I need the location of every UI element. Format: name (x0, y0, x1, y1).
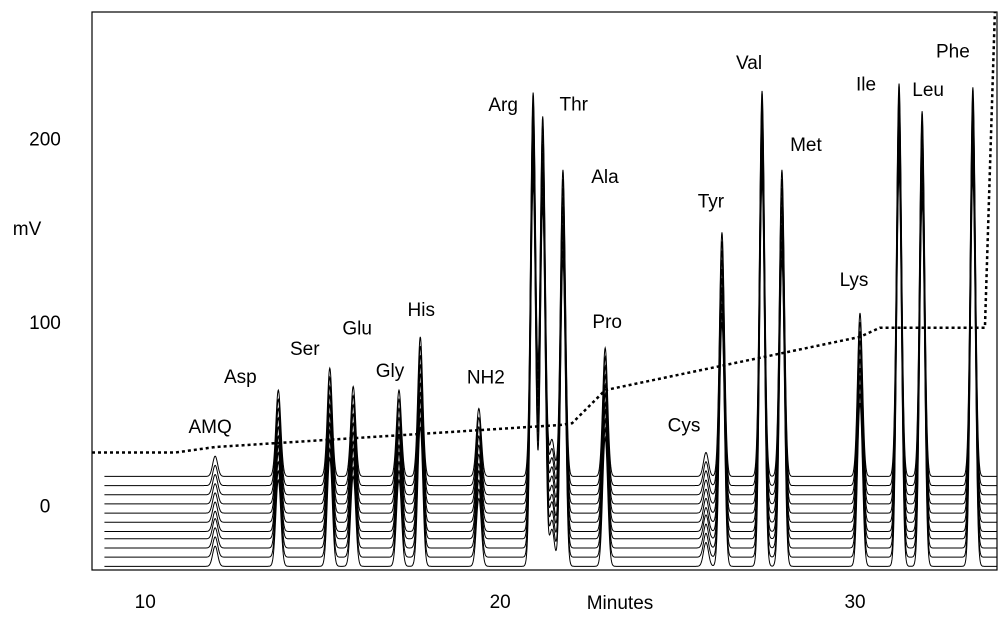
peak-label: Phe (936, 41, 970, 62)
trace (104, 111, 997, 505)
trace (104, 173, 997, 567)
peak-label: Arg (488, 95, 518, 116)
peak-label: NH2 (467, 367, 505, 388)
peak-label: Met (790, 135, 822, 156)
plot-frame (91, 11, 998, 571)
peak-label: Leu (912, 80, 944, 101)
x-tick-label: 30 (844, 592, 865, 613)
y-tick-label: 0 (40, 497, 51, 518)
y-tick-label: 100 (29, 313, 61, 334)
gradient-line (92, 12, 997, 454)
peak-label: His (408, 300, 435, 321)
y-axis-label: mV (13, 219, 42, 240)
trace (104, 138, 997, 532)
peak-label: Gly (376, 361, 405, 382)
y-tick-label: 200 (29, 130, 61, 151)
peak-label: Ile (856, 75, 876, 96)
trace (104, 145, 997, 540)
peak-label: AMQ (189, 417, 232, 438)
trace (104, 164, 997, 558)
peak-label: Ser (290, 339, 320, 360)
peak-label: Val (736, 53, 762, 74)
x-tick-label: 20 (490, 592, 511, 613)
peak-label: Glu (342, 318, 372, 339)
peak-label: Lys (840, 270, 869, 291)
peak-label: Thr (559, 95, 588, 116)
x-tick-label: 10 (135, 592, 156, 613)
trace (104, 129, 997, 523)
trace (104, 92, 997, 487)
peak-label: Ala (591, 167, 619, 188)
traces (92, 12, 997, 567)
x-axis-label: Minutes (587, 593, 654, 614)
trace (104, 101, 997, 496)
peak-label: Cys (668, 416, 701, 437)
peak-label: Asp (224, 367, 257, 388)
trace (104, 155, 997, 549)
peak-label: Tyr (698, 191, 725, 212)
peak-label: Pro (592, 312, 622, 333)
trace (104, 120, 997, 514)
trace (104, 83, 997, 477)
